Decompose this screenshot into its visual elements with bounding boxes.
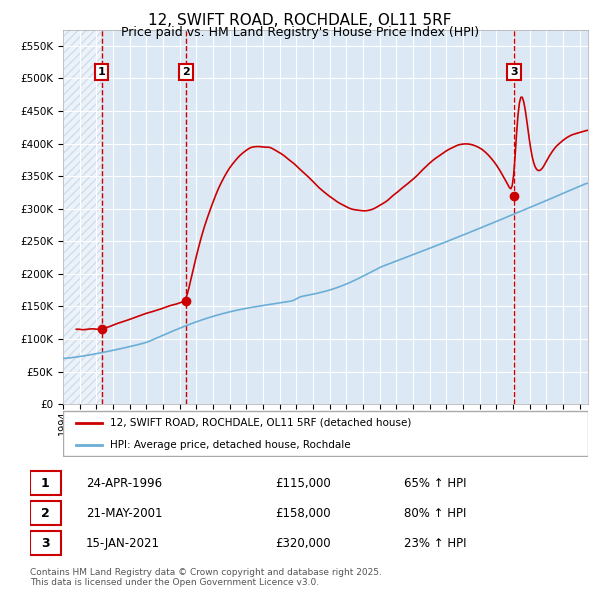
Text: 21-MAY-2001: 21-MAY-2001 xyxy=(86,507,162,520)
Text: 15-JAN-2021: 15-JAN-2021 xyxy=(86,537,160,550)
Text: 80% ↑ HPI: 80% ↑ HPI xyxy=(404,507,466,520)
Text: 2: 2 xyxy=(41,507,49,520)
Text: 1: 1 xyxy=(41,477,49,490)
FancyBboxPatch shape xyxy=(30,502,61,525)
Text: 3: 3 xyxy=(41,537,49,550)
Text: 1: 1 xyxy=(98,67,106,77)
Text: £158,000: £158,000 xyxy=(275,507,331,520)
Text: Contains HM Land Registry data © Crown copyright and database right 2025.
This d: Contains HM Land Registry data © Crown c… xyxy=(30,568,382,587)
FancyBboxPatch shape xyxy=(30,532,61,555)
FancyBboxPatch shape xyxy=(63,411,588,456)
Text: 12, SWIFT ROAD, ROCHDALE, OL11 5RF (detached house): 12, SWIFT ROAD, ROCHDALE, OL11 5RF (deta… xyxy=(110,418,412,428)
Text: 2: 2 xyxy=(182,67,190,77)
Text: 3: 3 xyxy=(510,67,517,77)
Text: 24-APR-1996: 24-APR-1996 xyxy=(86,477,162,490)
Text: £115,000: £115,000 xyxy=(275,477,331,490)
Text: Price paid vs. HM Land Registry's House Price Index (HPI): Price paid vs. HM Land Registry's House … xyxy=(121,26,479,39)
Text: 65% ↑ HPI: 65% ↑ HPI xyxy=(404,477,466,490)
Text: HPI: Average price, detached house, Rochdale: HPI: Average price, detached house, Roch… xyxy=(110,440,351,450)
Text: 12, SWIFT ROAD, ROCHDALE, OL11 5RF: 12, SWIFT ROAD, ROCHDALE, OL11 5RF xyxy=(148,13,452,28)
Bar xyxy=(63,30,101,404)
Text: 23% ↑ HPI: 23% ↑ HPI xyxy=(404,537,466,550)
Text: £320,000: £320,000 xyxy=(275,537,331,550)
FancyBboxPatch shape xyxy=(30,471,61,495)
